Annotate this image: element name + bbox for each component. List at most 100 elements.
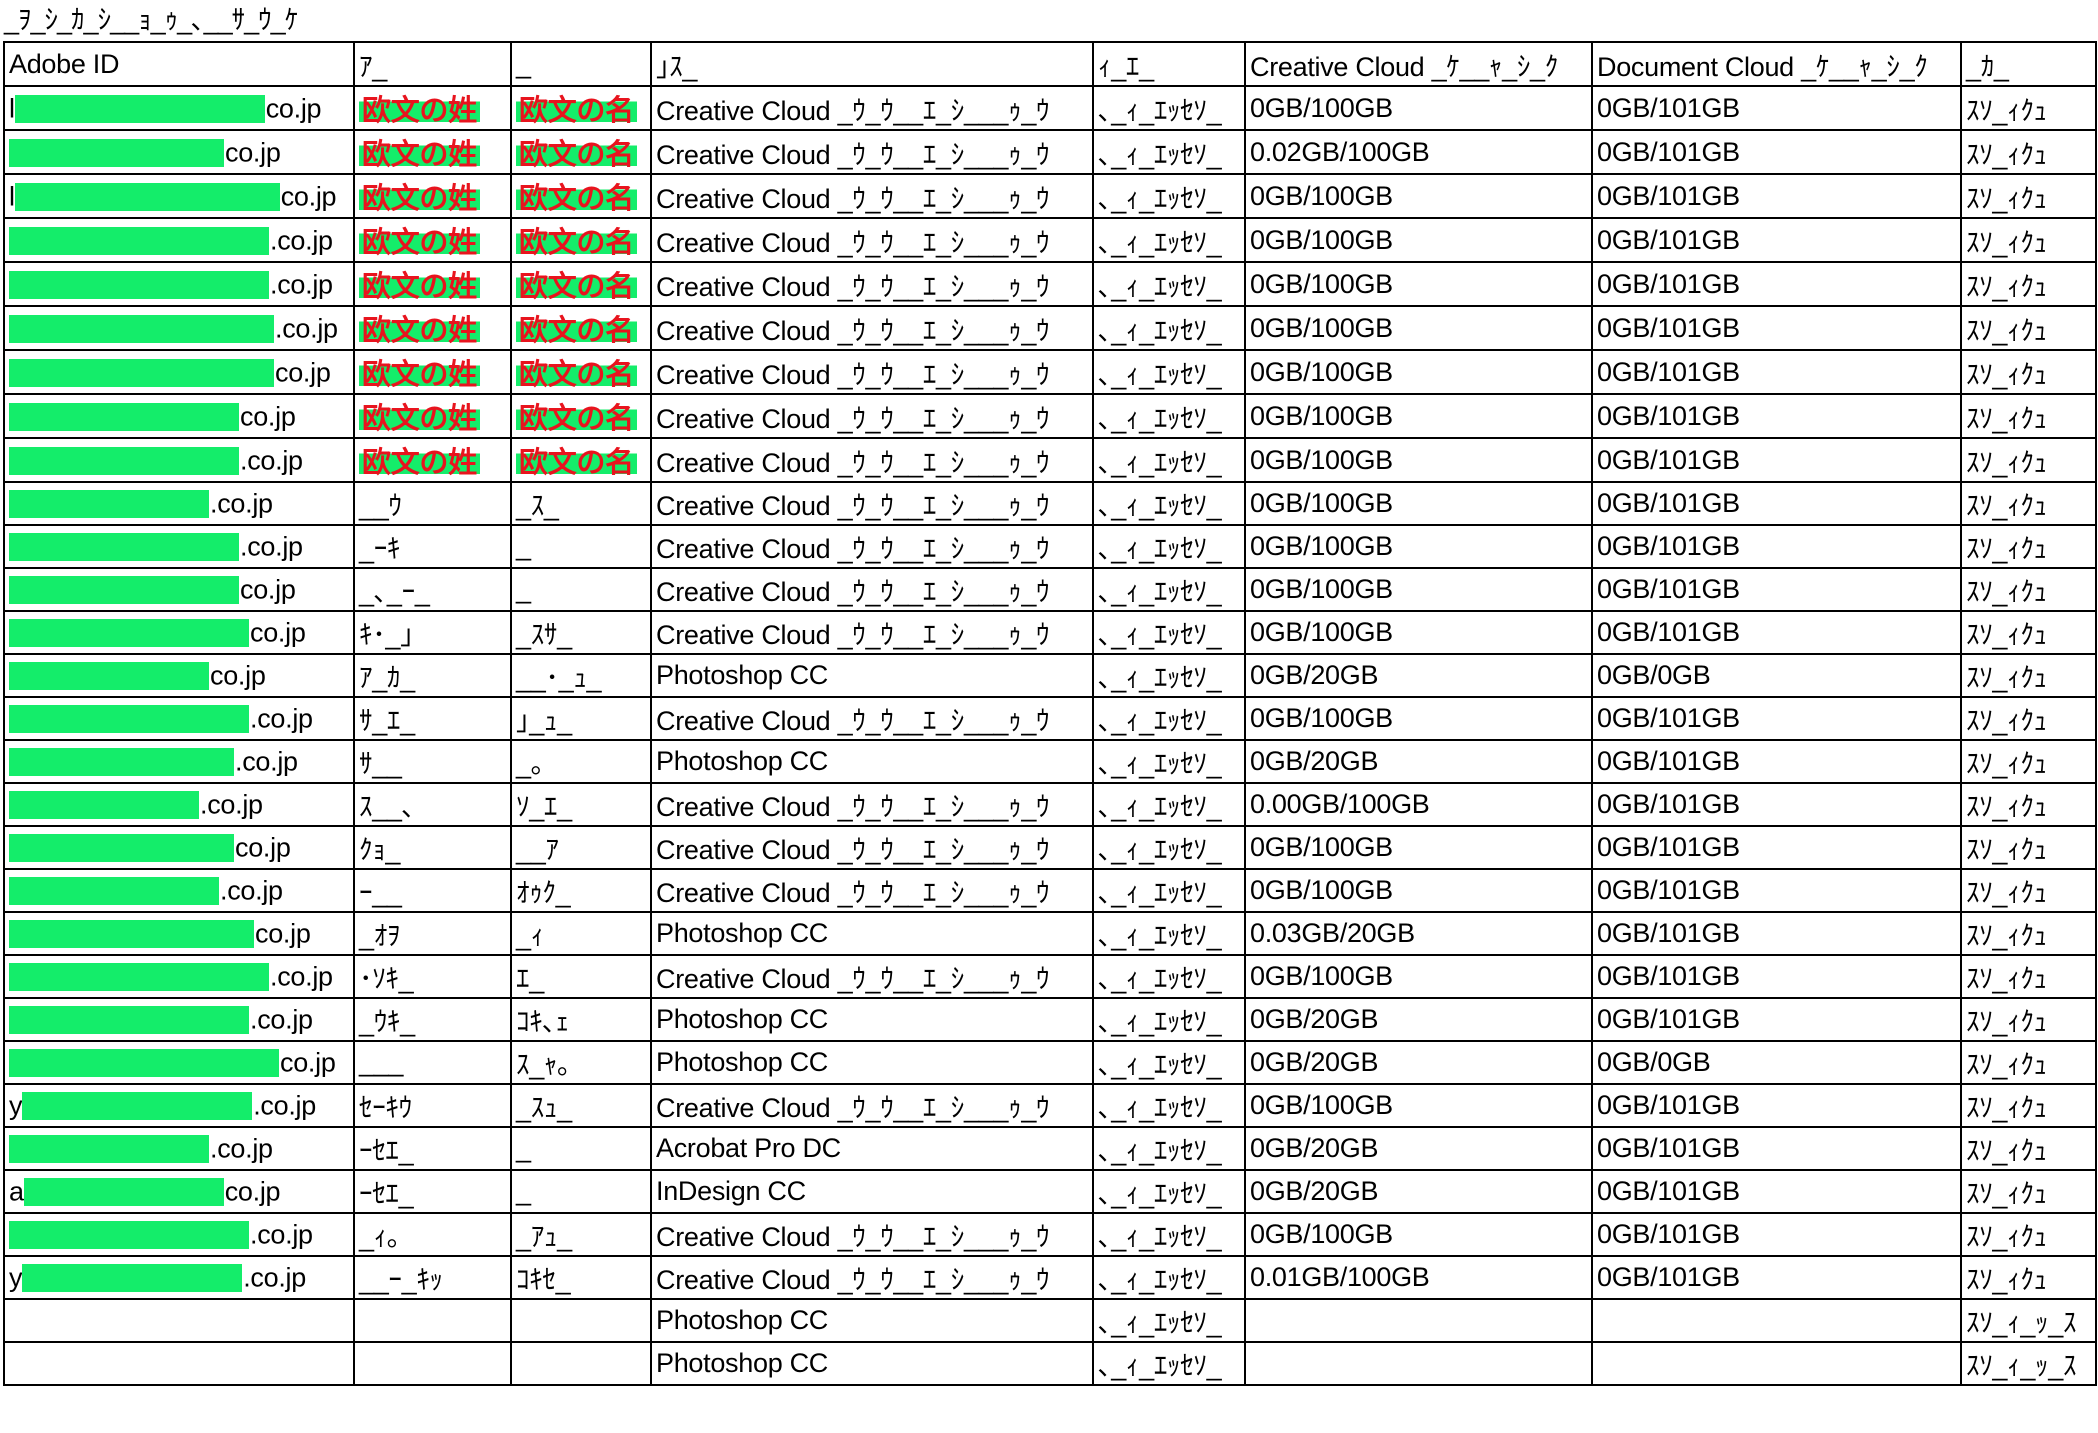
cell-status[interactable]: ｽｿ_ｨｸｭ: [1960, 567, 2097, 612]
cell-last-name[interactable]: ｻ__: [353, 739, 512, 784]
cell-first-name[interactable]: _: [510, 524, 652, 569]
cell-adobe-id[interactable]: co.jp: [3, 393, 355, 439]
cell-product[interactable]: Creative Cloud _ｳ_ｳ__ｴ_ｼ___ｩ_ｳ: [650, 868, 1094, 913]
cell-last-name[interactable]: [353, 1341, 512, 1386]
cell-product[interactable]: Creative Cloud _ｳ_ｳ__ｴ_ｼ___ｩ_ｳ: [650, 782, 1094, 827]
cell-dc-storage[interactable]: 0GB/101GB: [1591, 481, 1962, 526]
cell-type[interactable]: ､_ｨ_ｴｯｾｿ_: [1092, 954, 1246, 999]
cell-first-name[interactable]: _: [510, 1126, 652, 1171]
cell-dc-storage[interactable]: 0GB/101GB: [1591, 1255, 1962, 1300]
cell-first-name[interactable]: _ｽ_: [510, 481, 652, 526]
cell-dc-storage[interactable]: 0GB/101GB: [1591, 696, 1962, 741]
cell-product[interactable]: Creative Cloud _ｳ_ｳ__ｴ_ｼ___ｩ_ｳ: [650, 129, 1094, 175]
cell-cc-storage[interactable]: [1244, 1298, 1593, 1343]
cell-type[interactable]: ､_ｨ_ｴｯｾｿ_: [1092, 911, 1246, 956]
cell-first-name[interactable]: 欧文の名: [510, 173, 652, 219]
cell-product[interactable]: Creative Cloud _ｳ_ｳ__ｴ_ｼ___ｩ_ｳ: [650, 437, 1094, 483]
cell-product[interactable]: Creative Cloud _ｳ_ｳ__ｴ_ｼ___ｩ_ｳ: [650, 954, 1094, 999]
cell-status[interactable]: ｽｿ_ｨｸｭ: [1960, 1126, 2097, 1171]
cell-adobe-id[interactable]: co.jp: [3, 610, 355, 655]
cell-last-name[interactable]: ｽ__､: [353, 782, 512, 827]
cell-type[interactable]: ､_ｨ_ｴｯｾｿ_: [1092, 129, 1246, 175]
cell-cc-storage[interactable]: 0GB/100GB: [1244, 85, 1593, 131]
cell-dc-storage[interactable]: 0GB/101GB: [1591, 129, 1962, 175]
cell-last-name[interactable]: _ｵｦ: [353, 911, 512, 956]
cell-dc-storage[interactable]: 0GB/101GB: [1591, 1212, 1962, 1257]
cell-first-name[interactable]: _ｽｻ_: [510, 610, 652, 655]
cell-adobe-id[interactable]: a co.jp: [3, 1169, 355, 1214]
cell-product[interactable]: Creative Cloud _ｳ_ｳ__ｴ_ｼ___ｩ_ｳ: [650, 217, 1094, 263]
cell-first-name[interactable]: _: [510, 567, 652, 612]
cell-cc-storage[interactable]: 0GB/20GB: [1244, 997, 1593, 1042]
cell-first-name[interactable]: ｺｷｾ_: [510, 1255, 652, 1300]
cell-adobe-id[interactable]: [3, 1341, 355, 1386]
cell-status[interactable]: ｽｿ_ｨｸｭ: [1960, 739, 2097, 784]
cell-cc-storage[interactable]: 0GB/100GB: [1244, 481, 1593, 526]
cell-adobe-id[interactable]: .co.jp: [3, 481, 355, 526]
cell-last-name[interactable]: 欧文の姓: [353, 437, 512, 483]
cell-adobe-id[interactable]: co.jp: [3, 653, 355, 698]
cell-type[interactable]: ､_ｨ_ｴｯｾｿ_: [1092, 524, 1246, 569]
cell-first-name[interactable]: 欧文の名: [510, 437, 652, 483]
cell-last-name[interactable]: _､_ｰ_: [353, 567, 512, 612]
cell-first-name[interactable]: ｿ_ｴ_: [510, 782, 652, 827]
cell-first-name[interactable]: 欧文の名: [510, 305, 652, 351]
cell-last-name[interactable]: 欧文の姓: [353, 393, 512, 439]
cell-dc-storage[interactable]: 0GB/101GB: [1591, 1126, 1962, 1171]
cell-type[interactable]: ､_ｨ_ｴｯｾｿ_: [1092, 825, 1246, 870]
cell-cc-storage[interactable]: 0GB/100GB: [1244, 567, 1593, 612]
cell-adobe-id[interactable]: y .co.jp: [3, 1083, 355, 1128]
cell-dc-storage[interactable]: 0GB/101GB: [1591, 610, 1962, 655]
cell-last-name[interactable]: 欧文の姓: [353, 261, 512, 307]
cell-cc-storage[interactable]: 0GB/100GB: [1244, 173, 1593, 219]
cell-first-name[interactable]: ｴ_: [510, 954, 652, 999]
cell-dc-storage[interactable]: 0GB/101GB: [1591, 868, 1962, 913]
cell-type[interactable]: ､_ｨ_ｴｯｾｿ_: [1092, 739, 1246, 784]
cell-first-name[interactable]: 欧文の名: [510, 393, 652, 439]
cell-adobe-id[interactable]: .co.jp: [3, 1126, 355, 1171]
cell-type[interactable]: ､_ｨ_ｴｯｾｿ_: [1092, 1255, 1246, 1300]
cell-dc-storage[interactable]: 0GB/101GB: [1591, 437, 1962, 483]
cell-first-name[interactable]: ｽ_ｬ｡: [510, 1040, 652, 1085]
cell-cc-storage[interactable]: [1244, 1341, 1593, 1386]
cell-status[interactable]: ｽｿ_ｨｸｭ: [1960, 437, 2097, 483]
cell-first-name[interactable]: ｺｷ､ｪ: [510, 997, 652, 1042]
cell-status[interactable]: ｽｿ_ｨｸｭ: [1960, 696, 2097, 741]
cell-cc-storage[interactable]: 0GB/20GB: [1244, 1169, 1593, 1214]
cell-dc-storage[interactable]: 0GB/101GB: [1591, 1083, 1962, 1128]
cell-type[interactable]: ､_ｨ_ｴｯｾｿ_: [1092, 1298, 1246, 1343]
cell-product[interactable]: Creative Cloud _ｳ_ｳ__ｴ_ｼ___ｩ_ｳ: [650, 1212, 1094, 1257]
cell-last-name[interactable]: _ｰｷ: [353, 524, 512, 569]
cell-first-name[interactable]: _: [510, 1169, 652, 1214]
cell-last-name[interactable]: [353, 1298, 512, 1343]
cell-cc-storage[interactable]: 0GB/100GB: [1244, 305, 1593, 351]
cell-product[interactable]: Creative Cloud _ｳ_ｳ__ｴ_ｼ___ｩ_ｳ: [650, 85, 1094, 131]
cell-product[interactable]: Photoshop CC: [650, 911, 1094, 956]
cell-dc-storage[interactable]: 0GB/101GB: [1591, 739, 1962, 784]
cell-last-name[interactable]: 欧文の姓: [353, 85, 512, 131]
cell-dc-storage[interactable]: 0GB/101GB: [1591, 305, 1962, 351]
cell-product[interactable]: Creative Cloud _ｳ_ｳ__ｴ_ｼ___ｩ_ｳ: [650, 825, 1094, 870]
cell-dc-storage[interactable]: 0GB/101GB: [1591, 782, 1962, 827]
cell-dc-storage[interactable]: 0GB/101GB: [1591, 261, 1962, 307]
cell-type[interactable]: ､_ｨ_ｴｯｾｿ_: [1092, 653, 1246, 698]
cell-last-name[interactable]: 欧文の姓: [353, 305, 512, 351]
cell-first-name[interactable]: [510, 1298, 652, 1343]
cell-status[interactable]: ｽｿ_ｨｸｭ: [1960, 610, 2097, 655]
cell-status[interactable]: ｽｿ_ｨｸｭ: [1960, 1169, 2097, 1214]
cell-dc-storage[interactable]: 0GB/101GB: [1591, 349, 1962, 395]
cell-product[interactable]: Creative Cloud _ｳ_ｳ__ｴ_ｼ___ｩ_ｳ: [650, 173, 1094, 219]
cell-last-name[interactable]: ___: [353, 1040, 512, 1085]
cell-product[interactable]: Creative Cloud _ｳ_ｳ__ｴ_ｼ___ｩ_ｳ: [650, 524, 1094, 569]
cell-type[interactable]: ､_ｨ_ｴｯｾｿ_: [1092, 1341, 1246, 1386]
cell-cc-storage[interactable]: 0GB/100GB: [1244, 261, 1593, 307]
cell-status[interactable]: ｽｿ_ｨｸｭ: [1960, 825, 2097, 870]
cell-adobe-id[interactable]: .co.jp: [3, 437, 355, 483]
cell-adobe-id[interactable]: [3, 1298, 355, 1343]
cell-first-name[interactable]: ｵｩｸ_: [510, 868, 652, 913]
cell-cc-storage[interactable]: 0.00GB/100GB: [1244, 782, 1593, 827]
cell-first-name[interactable]: _ｽｭ_: [510, 1083, 652, 1128]
cell-adobe-id[interactable]: co.jp: [3, 129, 355, 175]
cell-cc-storage[interactable]: 0GB/100GB: [1244, 524, 1593, 569]
cell-cc-storage[interactable]: 0GB/100GB: [1244, 868, 1593, 913]
